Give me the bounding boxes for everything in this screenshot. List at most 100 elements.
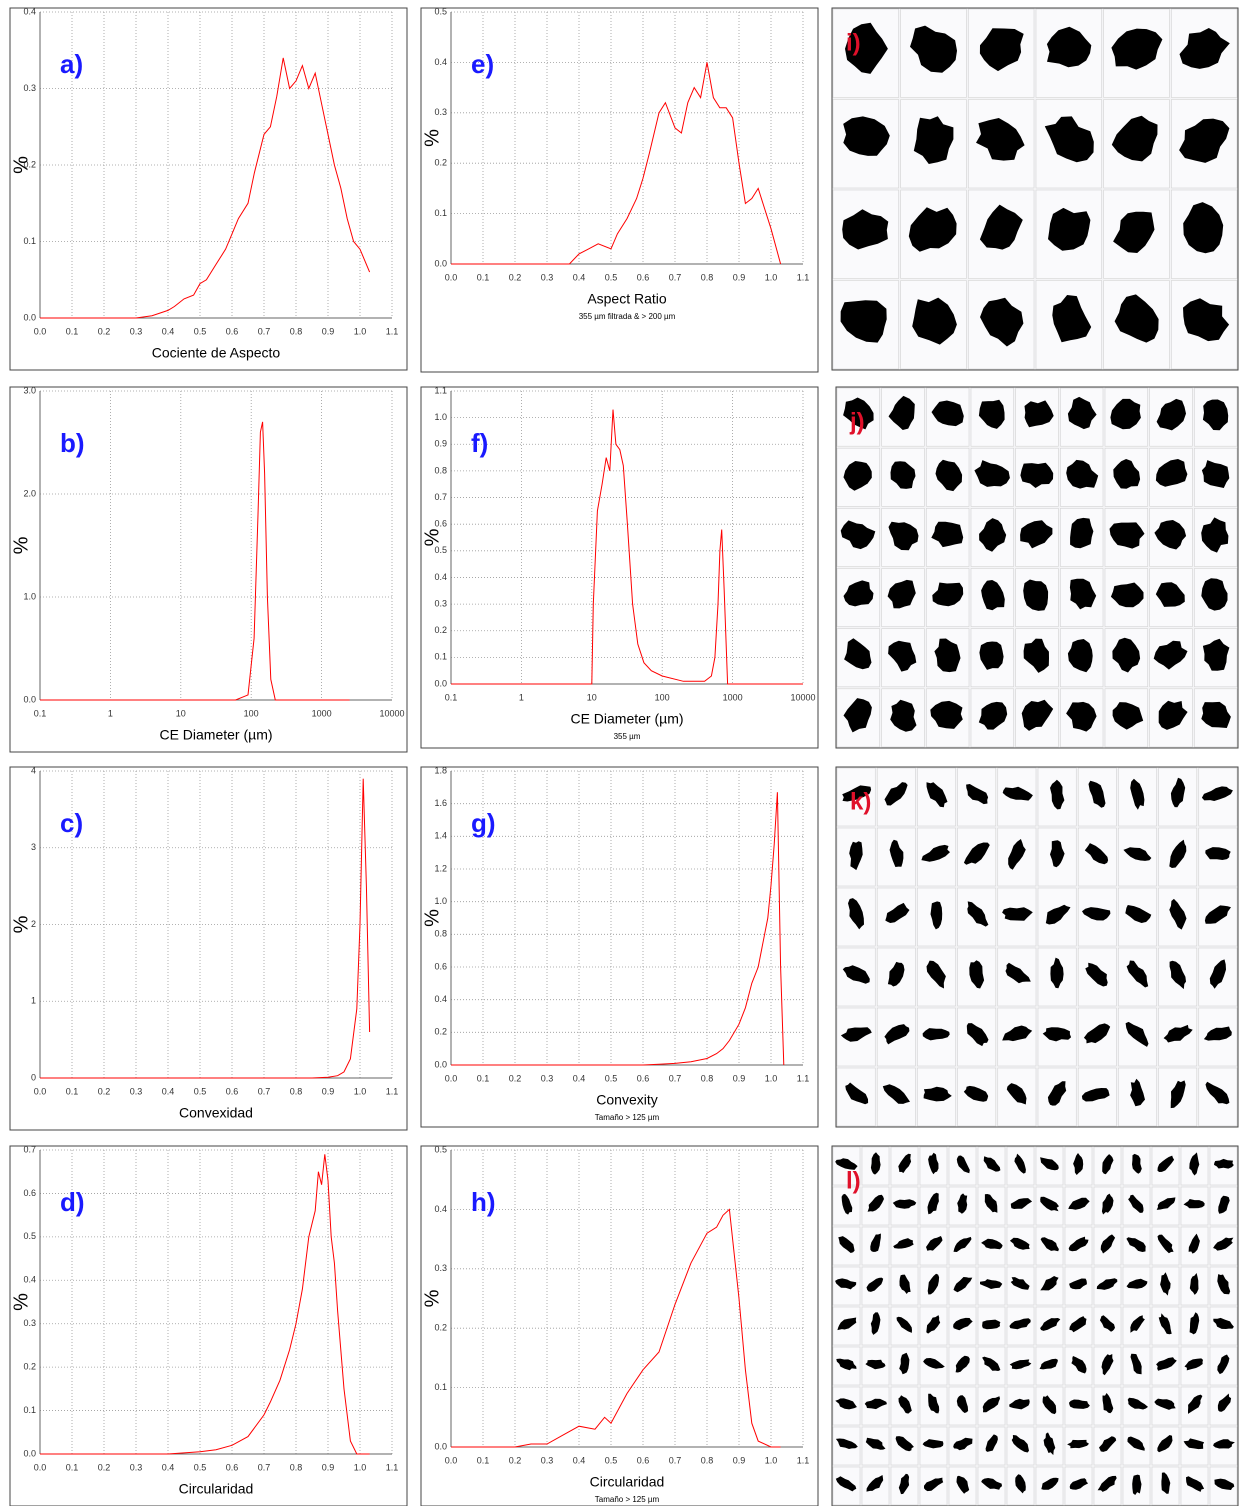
- particle: [984, 1194, 998, 1213]
- y-tick-label: 0.4: [434, 572, 447, 582]
- x-tick-label: 0.1: [477, 272, 490, 282]
- x-tick-label: 0.6: [226, 1086, 239, 1096]
- x-tick-label: 10: [587, 692, 597, 702]
- y-tick-label: 0.0: [434, 678, 447, 688]
- image-cell: [900, 99, 967, 189]
- particle: [1183, 1199, 1205, 1209]
- image-cell: [970, 387, 1014, 447]
- y-tick-label: 0.2: [23, 159, 36, 169]
- particle: [913, 116, 954, 164]
- particle: [1156, 1197, 1176, 1210]
- particle: [835, 1158, 858, 1170]
- particle: [837, 1317, 857, 1331]
- data-line: [40, 778, 371, 1079]
- particle: [1109, 522, 1145, 549]
- x-tick-label: 0.2: [509, 272, 522, 282]
- data-line: [40, 421, 350, 701]
- panel-label: e): [471, 49, 494, 79]
- y-tick-label: 1.4: [434, 831, 447, 841]
- x-tick-label: 0.5: [194, 326, 207, 336]
- x-axis-label: Convexity: [596, 1092, 657, 1108]
- x-tick-label: 0.7: [669, 272, 682, 282]
- particle: [1020, 520, 1053, 549]
- particle: [1126, 1278, 1148, 1289]
- x-tick-label: 1.1: [797, 1455, 810, 1465]
- particle: [1184, 1358, 1203, 1371]
- particle: [1130, 778, 1145, 810]
- particle: [953, 1437, 973, 1451]
- particle: [1153, 640, 1188, 670]
- particle: [967, 901, 989, 927]
- y-tick-label: 0.0: [434, 258, 447, 268]
- panel-frame: [9, 1145, 408, 1507]
- particle: [1068, 1236, 1089, 1252]
- particle: [844, 638, 872, 670]
- x-tick-label: 1.0: [354, 326, 367, 336]
- x-tick-label: 0.2: [98, 1086, 111, 1096]
- y-tick-label: 2.0: [23, 488, 36, 498]
- particle: [978, 701, 1008, 730]
- particle: [982, 1319, 1001, 1330]
- panel-label: h): [471, 1187, 496, 1217]
- particle: [1009, 1237, 1030, 1250]
- particle: [923, 1086, 952, 1102]
- particle: [963, 1085, 989, 1102]
- y-tick-label: 1.8: [434, 765, 447, 775]
- particle: [1081, 1088, 1110, 1102]
- y-tick-label: 0.1: [23, 236, 36, 246]
- particle: [892, 1199, 917, 1209]
- y-axis-label: %: [421, 909, 443, 927]
- particle: [1043, 1432, 1056, 1456]
- y-tick-label: 0.6: [434, 519, 447, 529]
- particle: [1045, 904, 1071, 925]
- x-axis-label: Circularidad: [590, 1474, 665, 1490]
- x-tick-label: 100: [655, 692, 670, 702]
- particle: [1179, 28, 1230, 69]
- x-axis-label: Convexidad: [179, 1105, 253, 1121]
- particle: [979, 518, 1007, 552]
- x-tick-label: 0.7: [258, 326, 271, 336]
- panel-frame: [420, 766, 819, 1128]
- data-line: [451, 409, 803, 685]
- x-tick-label: 10000: [379, 708, 404, 718]
- x-tick-label: 0.4: [162, 326, 175, 336]
- particle: [1008, 839, 1026, 870]
- x-tick-label: 0.4: [573, 1455, 586, 1465]
- x-tick-label: 0.3: [130, 1086, 143, 1096]
- particle: [1047, 1081, 1067, 1106]
- x-tick-label: 0.6: [637, 272, 650, 282]
- x-tick-label: 0.4: [162, 1086, 175, 1096]
- particle: [1050, 840, 1065, 868]
- particle: [930, 901, 943, 930]
- particle: [981, 580, 1005, 611]
- particle: [1201, 578, 1228, 611]
- particle: [843, 116, 890, 156]
- x-tick-label: 0.0: [445, 1073, 458, 1083]
- particle: [1155, 459, 1188, 487]
- particle: [849, 841, 863, 871]
- particle: [889, 839, 904, 867]
- particle: [1126, 960, 1149, 988]
- particle: [1130, 1315, 1145, 1333]
- x-tick-label: 0.5: [605, 1455, 618, 1465]
- x-tick-label: 0.2: [509, 1073, 522, 1083]
- particle: [1213, 1439, 1235, 1449]
- image-cell: [1209, 1266, 1238, 1306]
- x-tick-label: 0.8: [701, 1455, 714, 1465]
- x-tick-label: 1.0: [765, 1455, 778, 1465]
- particle: [1125, 905, 1152, 923]
- particle: [835, 1476, 857, 1492]
- particle: [1157, 1155, 1175, 1172]
- particle: [1114, 294, 1159, 343]
- particle: [980, 297, 1024, 347]
- particle: [841, 1193, 853, 1215]
- particle: [866, 1277, 884, 1292]
- particle: [1071, 1356, 1087, 1374]
- x-tick-label: 0.9: [733, 1073, 746, 1083]
- particle: [1099, 1436, 1117, 1452]
- particle: [1110, 398, 1141, 430]
- particle: [870, 1152, 881, 1175]
- x-tick-label: 0.0: [34, 1086, 47, 1096]
- particle: [1188, 1233, 1200, 1254]
- particle: [1009, 1359, 1032, 1370]
